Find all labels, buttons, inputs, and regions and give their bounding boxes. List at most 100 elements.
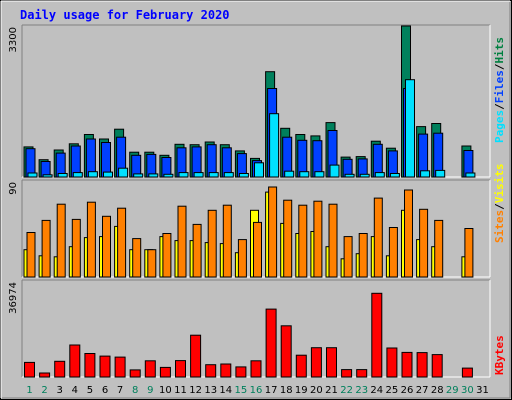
- bar-pages: [148, 173, 159, 178]
- bar-pages: [27, 172, 38, 178]
- bar-pages: [344, 173, 355, 178]
- legend-item-sites: Sites: [493, 210, 506, 243]
- bar-pages: [178, 172, 189, 178]
- bar-kbytes: [175, 360, 186, 378]
- bar-sites: [268, 186, 278, 278]
- bar-kbytes: [54, 360, 66, 378]
- bar-pages: [299, 171, 310, 178]
- x-tick-label: 10: [159, 385, 172, 396]
- bar-sites: [71, 218, 81, 278]
- legend-item-kbytes: KBytes: [493, 335, 506, 375]
- panel-kbytes: 36974 KBytes: [8, 279, 506, 378]
- x-tick-label: 14: [219, 385, 232, 396]
- bar-sites: [102, 215, 111, 278]
- bar-pages: [238, 173, 249, 178]
- legend-separator: /: [493, 203, 506, 210]
- bar-kbytes: [431, 354, 443, 378]
- x-tick-label: 23: [355, 385, 368, 396]
- bar-kbytes: [84, 353, 96, 378]
- x-tick-label: 29: [446, 385, 459, 396]
- bar-kbytes: [114, 356, 126, 378]
- x-tick-label: 22: [340, 385, 353, 396]
- legend: Sites/Visits: [493, 164, 506, 244]
- x-tick-label: 11: [174, 385, 187, 396]
- legend-separator: /: [493, 103, 506, 110]
- bar-kbytes: [295, 354, 307, 378]
- bar-files: [372, 143, 383, 178]
- bar-kbytes: [99, 355, 111, 378]
- bar-pages: [223, 172, 234, 178]
- x-tick-label: 18: [280, 385, 293, 396]
- x-tick-label: 9: [147, 385, 153, 396]
- bar-kbytes: [326, 347, 337, 378]
- bar-pages: [208, 172, 219, 178]
- legend-item-files: Files: [493, 70, 506, 103]
- bars: [23, 25, 476, 178]
- bar-sites: [388, 227, 398, 278]
- bar-pages: [42, 174, 53, 178]
- bar-sites: [147, 249, 157, 278]
- bar-sites: [373, 197, 383, 278]
- legend: KBytes: [493, 335, 506, 375]
- x-tick-label: 31: [476, 385, 489, 396]
- legend-item-visits: Visits: [493, 164, 506, 204]
- bar-pages: [465, 172, 476, 178]
- x-tick-label: 12: [189, 385, 202, 396]
- bar-sites: [419, 208, 429, 278]
- legend: Pages/Files/Hits: [493, 37, 506, 143]
- bar-sites: [237, 239, 247, 278]
- x-tick-label: 19: [295, 385, 308, 396]
- bar-kbytes: [205, 364, 217, 378]
- bar-pages: [254, 162, 264, 178]
- bar-pages: [133, 173, 144, 178]
- bar-sites: [434, 219, 444, 278]
- x-tick-label: 6: [102, 385, 108, 396]
- bar-sites: [207, 209, 217, 278]
- bar-sites: [192, 223, 202, 278]
- panel-sites-visits: 90 Sites/Visits: [8, 164, 506, 278]
- bar-kbytes: [265, 308, 277, 378]
- chart-panels: 3300Pages/Files/Hits90Sites/Visits36974K…: [8, 24, 506, 378]
- bar-kbytes: [129, 369, 141, 378]
- bar-pages: [57, 173, 68, 178]
- x-tick-label: 28: [431, 385, 444, 396]
- bar-kbytes: [190, 334, 202, 378]
- x-tick-label: 7: [117, 385, 123, 396]
- bar-pages: [420, 170, 431, 178]
- legend-item-hits: Hits: [493, 37, 506, 64]
- bar-pages: [72, 172, 83, 178]
- bar-sites: [26, 232, 36, 278]
- bar-sites: [86, 201, 96, 278]
- x-tick-label: 13: [204, 385, 217, 396]
- x-axis-day-labels: 1 2 3 4 5 6 7 8 9 10 11 12 13 14 15 16 17 18 19 20 21 22 23 24 2…: [26, 385, 489, 396]
- x-tick-label: 15: [235, 385, 248, 396]
- bar-sites: [177, 205, 187, 278]
- bar-kbytes: [386, 347, 398, 378]
- bar-kbytes: [356, 369, 368, 378]
- x-tick-label: 26: [401, 385, 414, 396]
- y-max-label: 90: [8, 182, 19, 195]
- bar-kbytes: [24, 361, 35, 378]
- y-max-label: 36974: [8, 282, 19, 314]
- bar-kbytes: [461, 367, 473, 378]
- x-tick-label: 5: [87, 385, 93, 396]
- bar-pages: [284, 170, 295, 178]
- bar-pages: [405, 79, 415, 178]
- bar-pages: [389, 173, 400, 178]
- bar-sites: [358, 233, 368, 278]
- bar-sites: [253, 221, 262, 278]
- bar-pages: [329, 164, 340, 178]
- bar-pages: [163, 173, 174, 178]
- x-tick-label: 24: [370, 385, 383, 396]
- bar-kbytes: [310, 347, 322, 378]
- bar-pages: [269, 113, 280, 178]
- bar-pages: [103, 171, 113, 178]
- x-tick-label: 8: [132, 385, 138, 396]
- bar-kbytes: [371, 292, 383, 378]
- chart-title: Daily usage for February 2020: [20, 8, 230, 22]
- bar-kbytes: [235, 366, 247, 378]
- bar-sites: [132, 238, 142, 278]
- x-tick-label: 30: [461, 385, 474, 396]
